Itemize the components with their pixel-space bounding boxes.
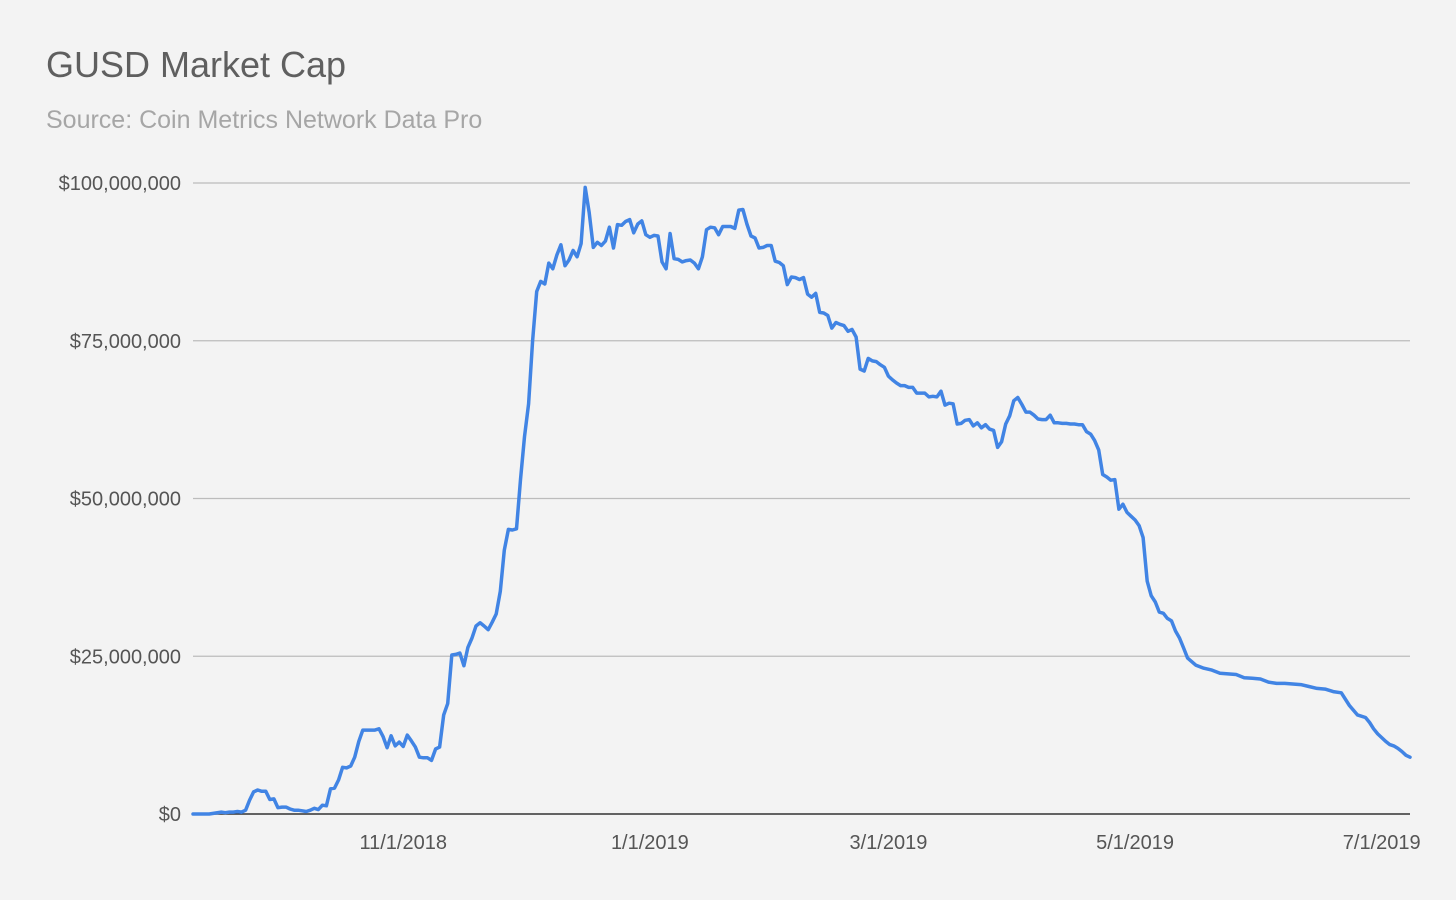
x-tick-label: 5/1/2019 [1096, 832, 1174, 854]
chart-subtitle: Source: Coin Metrics Network Data Pro [46, 106, 483, 134]
chart-title: GUSD Market Cap [46, 44, 347, 85]
gridlines [193, 182, 1410, 815]
series-layer [191, 185, 1412, 816]
y-tick-label: $50,000,000 [70, 489, 181, 511]
y-tick-label: $75,000,000 [70, 331, 181, 353]
x-tick-label: 3/1/2019 [849, 832, 927, 854]
y-axis-tick-labels: $0 $25,000,000 $50,000,000 $75,000,000 $100,… [59, 173, 181, 826]
x-tick-label: 7/1/2019 [1343, 832, 1421, 854]
y-tick-label: $0 [159, 804, 181, 826]
x-axis-tick-labels: 11/1/2018 1/1/2019 3/1/2019 5/1/2019 7/1/201… [359, 832, 1420, 854]
y-tick-label: $25,000,000 [70, 646, 181, 668]
x-tick-label: 11/1/2018 [359, 832, 447, 854]
y-tick-label: $100,000,000 [59, 173, 181, 195]
series-line-0 [191, 185, 1412, 816]
x-tick-label: 1/1/2019 [611, 832, 689, 854]
